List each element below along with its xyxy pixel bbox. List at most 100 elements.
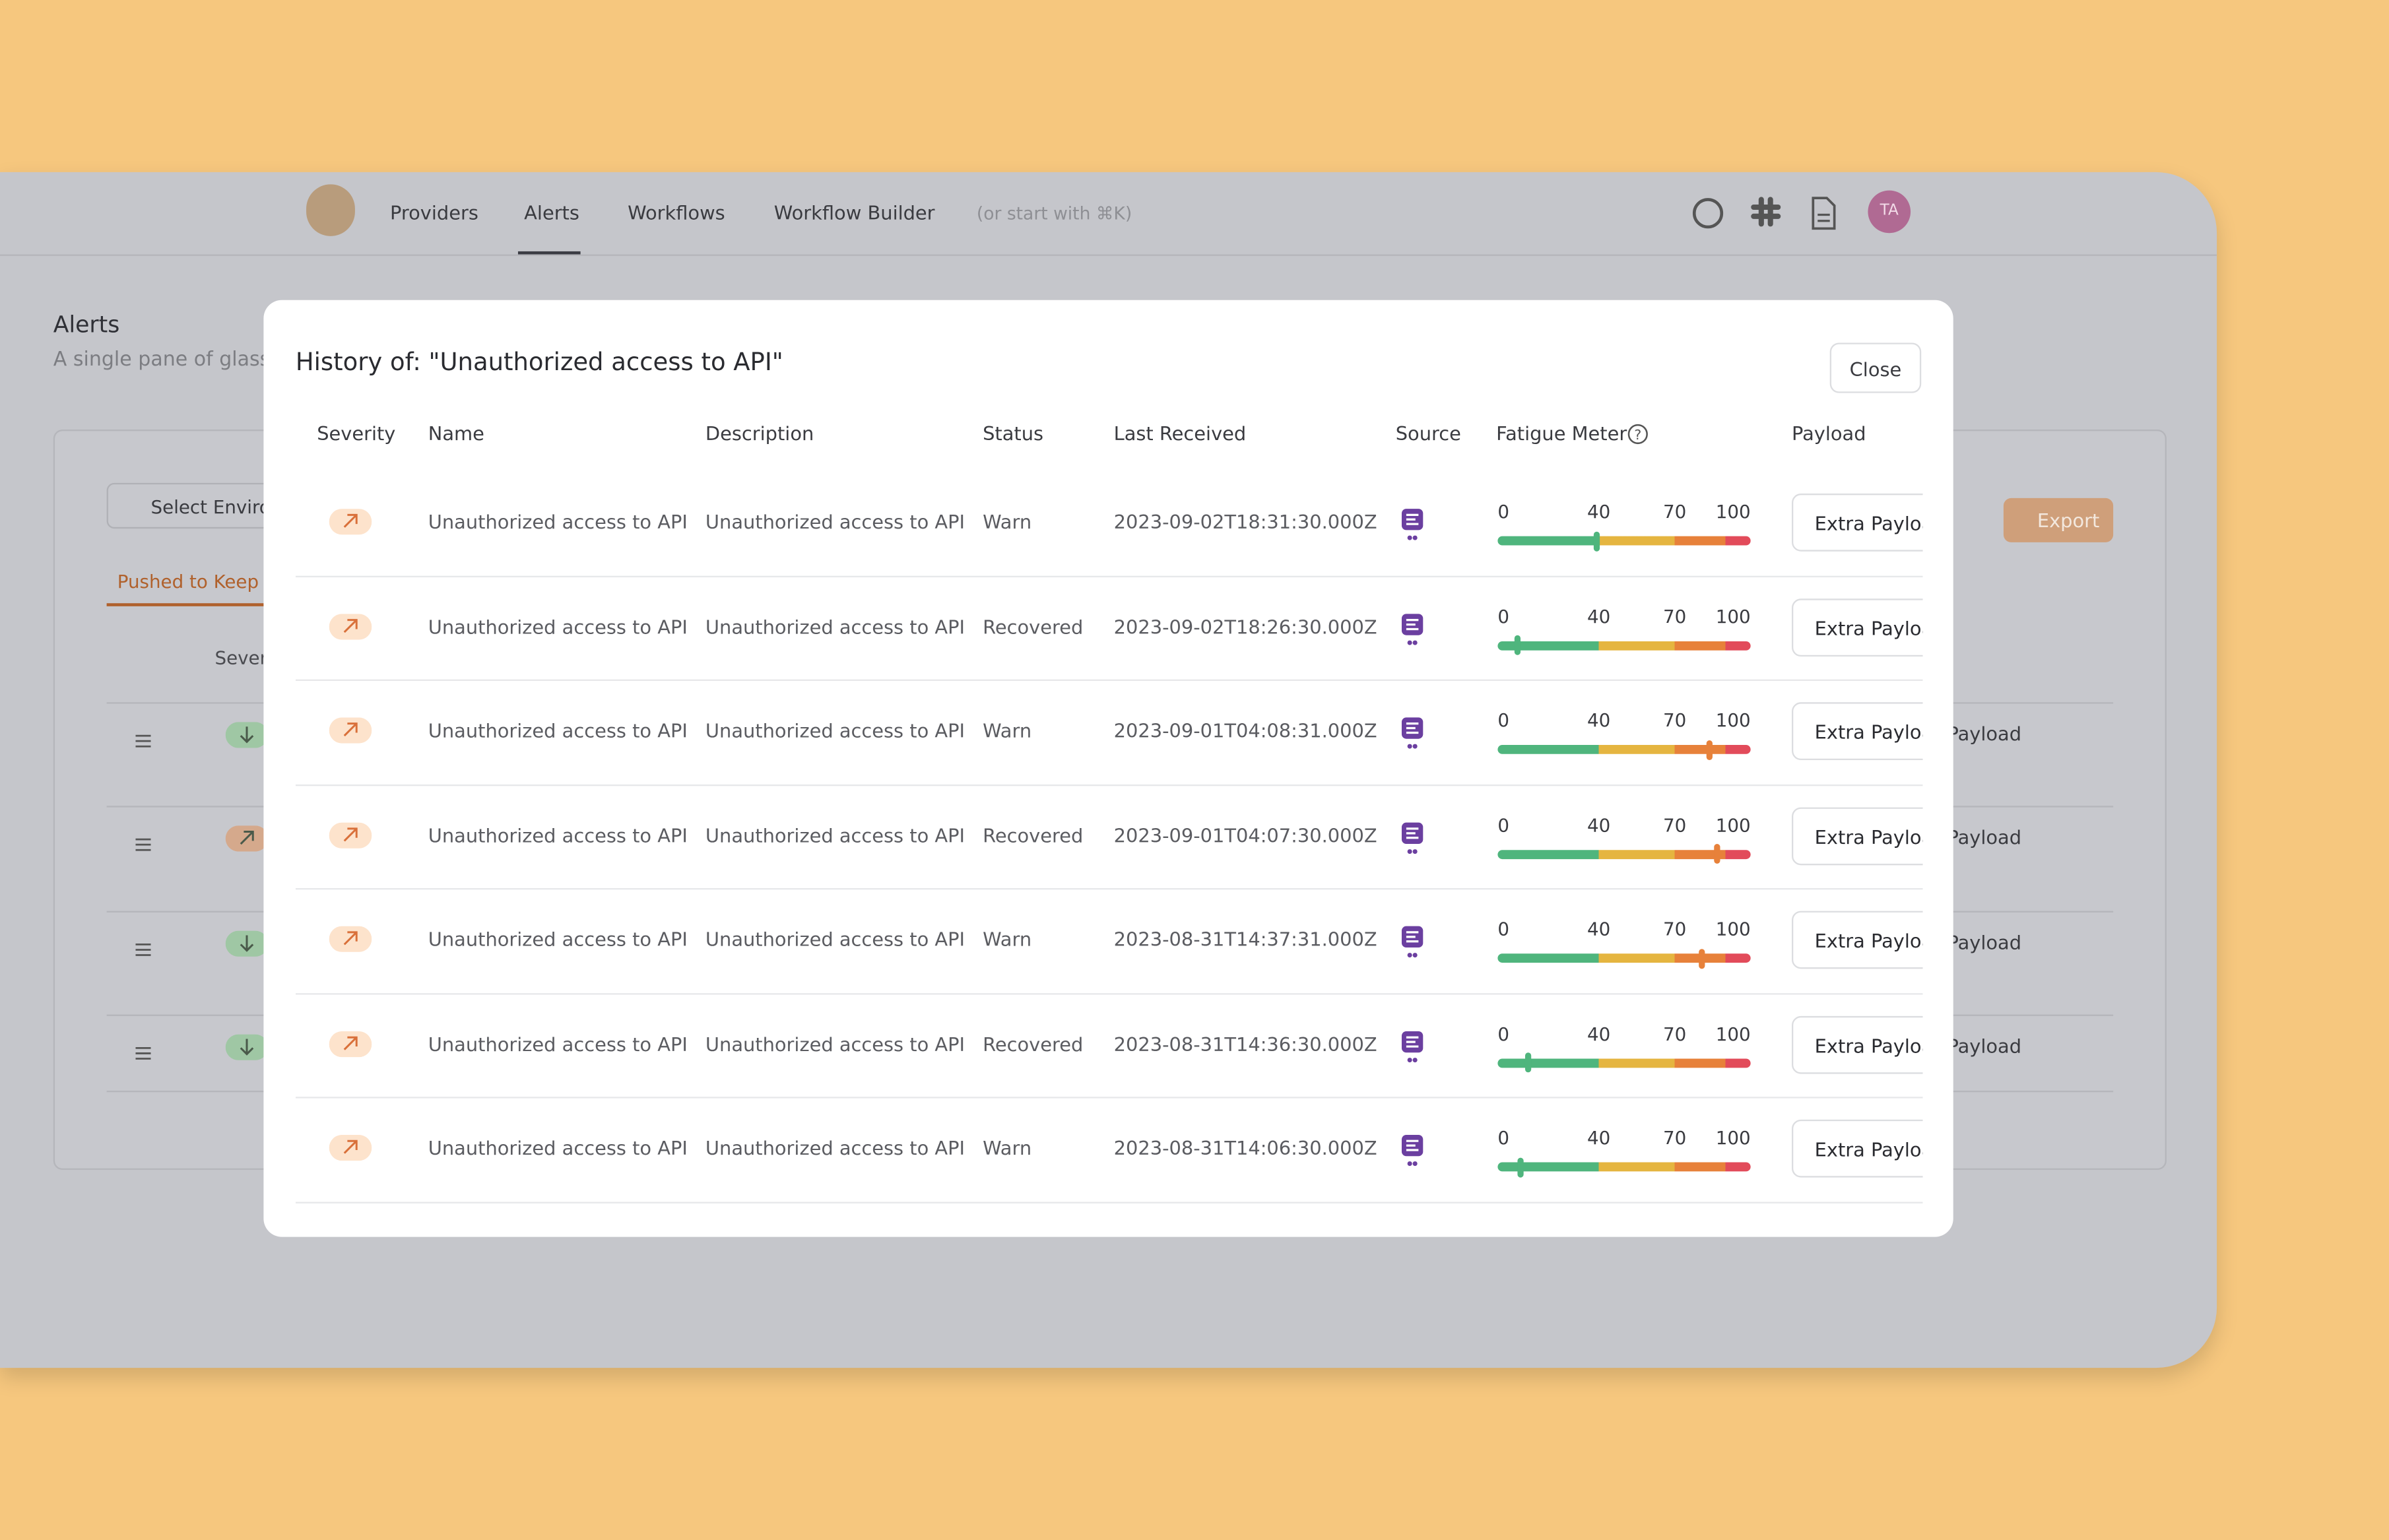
alert-description: Unauthorized access to API [705, 719, 965, 742]
meter-tick-label: 40 [1587, 814, 1611, 836]
row-divider [295, 887, 1923, 890]
meter-tick-label: 0 [1497, 605, 1510, 627]
alert-status: Warn [983, 1136, 1032, 1159]
alert-name: Unauthorized access to API [428, 1032, 688, 1055]
column-header: Source [1395, 422, 1461, 445]
svg-text:●●: ●● [1407, 847, 1418, 854]
alert-name: Unauthorized access to API [428, 510, 688, 534]
meter-tick-label: 100 [1715, 814, 1751, 836]
fatigue-track [1497, 1058, 1751, 1068]
meter-tick-label: 100 [1715, 501, 1751, 523]
help-icon: ? [1627, 422, 1649, 451]
payload-button[interactable]: Extra Payload [1791, 598, 1923, 656]
severity-icon [329, 821, 372, 854]
alert-description: Unauthorized access to API [705, 510, 965, 534]
column-header: Description [705, 422, 814, 445]
severity-icon [225, 722, 269, 754]
source-icon: ●● [1400, 612, 1425, 651]
alert-name: Unauthorized access to API [428, 1136, 688, 1159]
drag-handle [135, 829, 151, 858]
svg-text:●●: ●● [1407, 534, 1418, 540]
row-divider [295, 679, 1923, 681]
svg-text:●●: ●● [1407, 1056, 1418, 1062]
payload-button[interactable]: Extra Payload [1791, 1015, 1923, 1074]
severity-icon-glyph [329, 717, 372, 744]
meter-tick-label: 0 [1497, 709, 1510, 732]
payload-button[interactable]: Extra Payload [1791, 494, 1923, 552]
fatigue-marker [1707, 739, 1713, 759]
nav-item[interactable]: Providers [390, 201, 478, 224]
svg-text:●●: ●● [1407, 638, 1418, 645]
close-button[interactable]: Close [1829, 342, 1922, 393]
meter-tick-label: 70 [1663, 918, 1687, 940]
user-avatar[interactable]: TA [1868, 190, 1911, 234]
severity-icon [329, 613, 372, 645]
meter-tick-label: 100 [1715, 1127, 1751, 1149]
meter-tick-label: 70 [1663, 814, 1687, 836]
severity-icon-glyph [329, 1030, 372, 1057]
slack-icon[interactable] [1749, 195, 1783, 229]
source-icon: ●● [1400, 716, 1425, 755]
fatigue-track [1497, 640, 1751, 650]
drag-handle-glyph [135, 1046, 151, 1060]
drag-handle [135, 934, 151, 963]
severity-icon-glyph [329, 509, 372, 535]
alert-name: Unauthorized access to API [428, 927, 688, 951]
nav-item[interactable]: Workflows [628, 201, 725, 224]
github-icon[interactable] [1689, 195, 1726, 232]
payload-label: Payload [1947, 930, 2022, 954]
last-received: 2023-08-31T14:37:31.000Z [1113, 927, 1377, 951]
payload-button[interactable]: Extra Payload [1791, 806, 1923, 865]
payload-button[interactable]: Extra Payload [1791, 911, 1923, 969]
severity-icon-glyph [329, 613, 372, 639]
meter-tick-label: 0 [1497, 1023, 1510, 1044]
fatigue-track [1497, 536, 1751, 546]
fatigue-marker [1593, 530, 1600, 551]
last-received: 2023-09-01T04:08:31.000Z [1113, 719, 1377, 742]
column-header: Severity [317, 422, 396, 445]
source-icon-glyph: ●● [1401, 1030, 1424, 1063]
alert-status: Recovered [983, 823, 1084, 847]
source-icon-glyph: ●● [1401, 509, 1424, 541]
fatigue-marker [1715, 844, 1721, 864]
active-tab-underline [517, 251, 581, 255]
row-divider [295, 783, 1923, 786]
meter-tick-label: 100 [1715, 605, 1751, 627]
severity-icon [225, 930, 269, 963]
nav-item[interactable]: Workflow Builder [773, 201, 935, 224]
source-icon-glyph: ●● [1401, 613, 1424, 645]
drag-handle-glyph [135, 734, 151, 748]
tab[interactable]: Pushed to Keep [106, 571, 273, 606]
meter-tick-label: 70 [1663, 1023, 1687, 1044]
nav-divider [0, 254, 2217, 256]
source-icon: ●● [1400, 820, 1425, 860]
severity-icon-glyph [225, 722, 269, 748]
docs-icon[interactable] [1808, 195, 1839, 232]
column-header: Fatigue Meter [1496, 422, 1627, 445]
nav-item[interactable]: Alerts [524, 201, 579, 224]
severity-icon [329, 717, 372, 749]
logo[interactable] [306, 184, 355, 236]
page-subtitle: A single pane of glass [53, 348, 271, 372]
alert-status: Recovered [983, 614, 1084, 638]
meter-tick-label: 40 [1587, 605, 1611, 627]
meter-tick-label: 40 [1587, 918, 1611, 940]
payload-button[interactable]: Extra Payload [1791, 702, 1923, 761]
search-hint[interactable]: (or start with ⌘K) [976, 203, 1132, 224]
column-header: Last Received [1113, 422, 1247, 445]
alert-status: Recovered [983, 1032, 1084, 1055]
payload-button[interactable]: Extra Payload [1791, 1119, 1923, 1178]
severity-icon [225, 825, 269, 857]
alert-description: Unauthorized access to API [705, 927, 965, 951]
meter-tick-label: 100 [1715, 1023, 1751, 1044]
column-header: Payload [1791, 422, 1866, 445]
severity-icon-glyph [225, 930, 269, 957]
last-received: 2023-09-02T18:31:30.000Z [1113, 510, 1377, 534]
page-title: Alerts [53, 310, 120, 338]
meter-tick-label: 0 [1497, 918, 1510, 940]
severity-icon [329, 1134, 372, 1167]
severity-icon-glyph [329, 926, 372, 952]
last-received: 2023-09-02T18:26:30.000Z [1113, 614, 1377, 638]
export-button[interactable]: Export [2003, 497, 2114, 542]
